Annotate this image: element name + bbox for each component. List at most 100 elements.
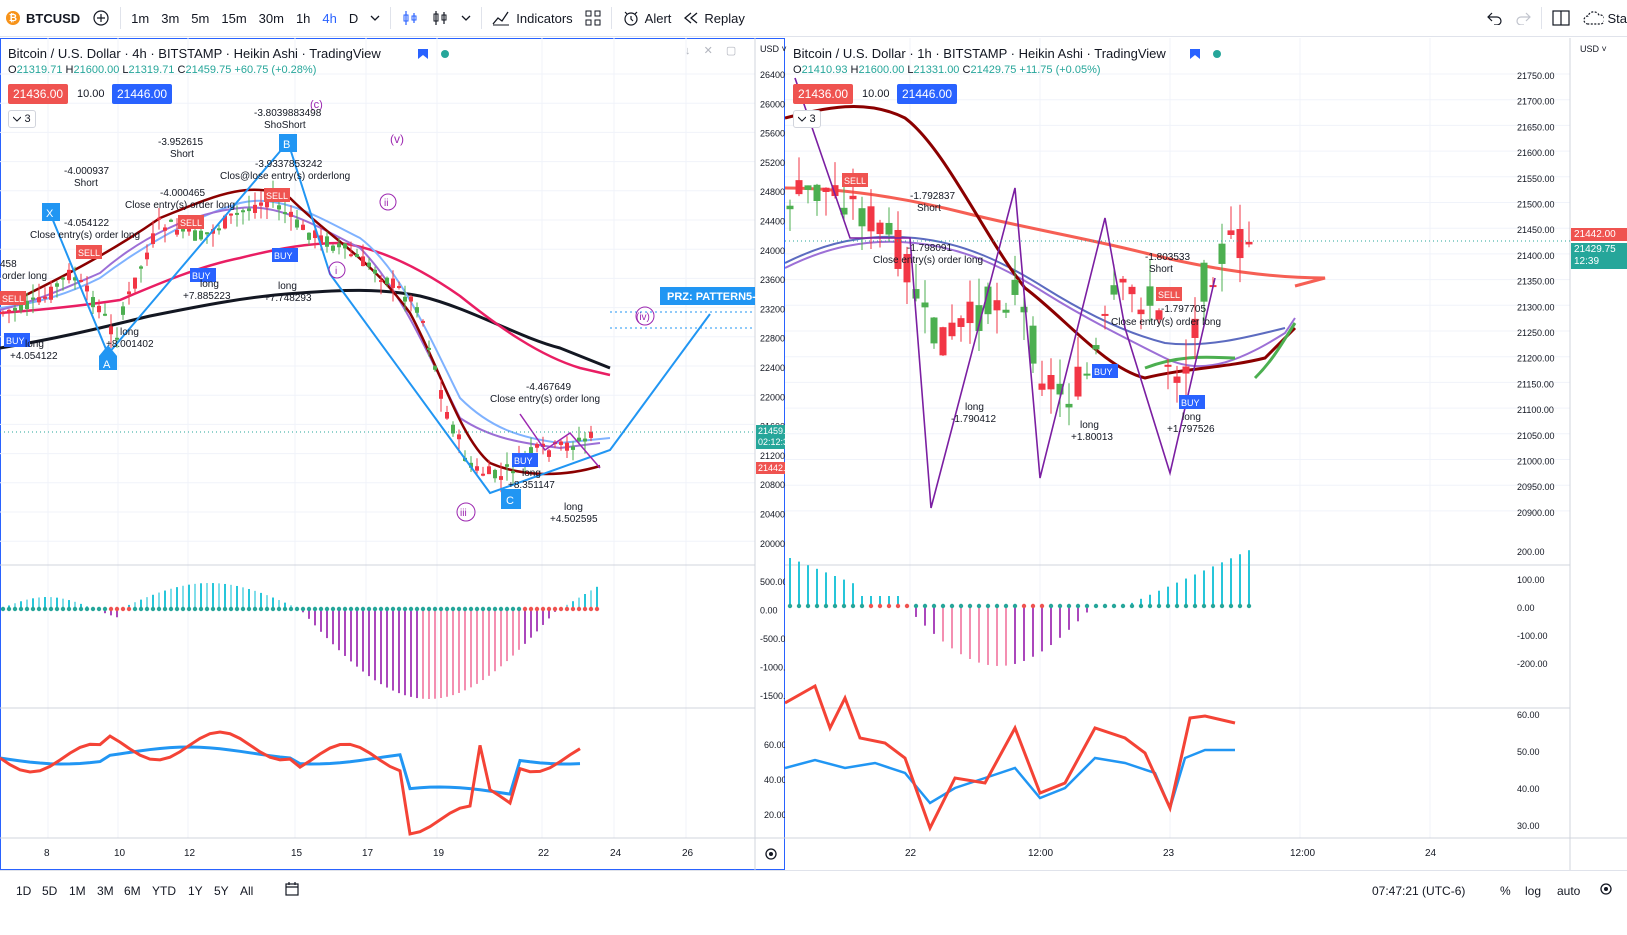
undo-icon[interactable] [1481,0,1509,37]
macd-signal-dot [570,606,576,612]
interval-d[interactable]: D [348,10,359,26]
right-last-price: 21429.75 [1574,244,1616,255]
candle [481,473,485,476]
bar-style-icon[interactable] [395,0,425,37]
left-chart-canvas[interactable]: PRZ: PATTERN5-0 1 X A B C (c) (v) ii i i… [0,38,785,870]
macd-signal-dot [114,606,120,612]
trade-annotation: order long [2,271,47,282]
clock-display[interactable]: 07:47:21 (UTC-6) [1372,884,1466,898]
macd-signal-dot [1057,603,1063,609]
macd-signal-dot [1174,603,1180,609]
interval-30m[interactable]: 30m [258,10,284,26]
cloud-save-button[interactable]: Sta [1576,0,1627,37]
chart-settings-gear-icon[interactable] [1598,881,1614,900]
trade-annotation: Short [1149,264,1173,275]
macd-signal-dot [949,603,955,609]
left-sell-price-button[interactable]: 21436.00 [8,84,69,104]
x-tick-label: 10 [114,848,126,859]
chart-type-dropdown-icon[interactable] [455,0,477,37]
x-tick-label: 22 [538,848,550,859]
close-pane-icon[interactable]: ✕ [703,45,713,57]
compare-add-icon[interactable] [86,0,116,37]
range-1d[interactable]: 1D [16,884,32,898]
candle [1218,243,1226,264]
macd-signal-dot [1192,603,1198,609]
range-6m[interactable]: 6M [124,884,141,898]
price-tick-label: 26000.00 [760,99,785,109]
range-1y[interactable]: 1Y [188,884,203,898]
left-collapse-indicators-button[interactable]: 3 [8,110,36,128]
interval-1m[interactable]: 1m [131,10,150,26]
right-buy-price-button[interactable]: 21446.00 [897,84,958,104]
candle [529,447,533,455]
candle [235,212,239,215]
macd-signal-dot [78,606,84,612]
replay-button[interactable]: Replay [677,0,750,37]
maximize-pane-icon[interactable]: ▢ [725,45,737,57]
gear-icon[interactable] [765,848,777,860]
scroll-down-icon[interactable]: ↓ [685,45,691,57]
price-tick-label: 20800.00 [760,480,785,490]
right-spread-value: 10.00 [862,88,890,100]
range-1m[interactable]: 1M [69,884,86,898]
macd-signal-dot [276,606,282,612]
interval-dropdown-icon[interactable] [364,0,386,37]
range-5d[interactable]: 5D [42,884,58,898]
right-sell-price-button[interactable]: 21436.00 [793,84,854,104]
pattern-point-x [42,203,60,221]
macd-tick-label: -100.00 [1517,631,1548,641]
redo-icon[interactable] [1509,0,1537,37]
sell-tag-label: SELL [2,294,24,304]
candle [1245,241,1253,245]
symbol-selector[interactable]: ₿ BTCUSD [0,0,86,37]
left-countdown: 02:12:39 [758,437,794,447]
macd-signal-dot [1120,603,1126,609]
auto-scale-toggle[interactable]: auto [1557,884,1581,898]
range-5y[interactable]: 5Y [214,884,229,898]
interval-15m[interactable]: 15m [221,10,247,26]
x-tick-label: 12 [184,848,196,859]
macd-signal-dot [967,603,973,609]
right-collapse-indicators-button[interactable]: 3 [793,110,821,128]
macd-signal-dot [588,606,594,612]
left-flag-icon [418,49,428,59]
candle [103,313,107,316]
candle [1029,325,1037,364]
indicators-button[interactable]: Indicators [486,0,578,37]
left-buy-price-button[interactable]: 21446.00 [112,84,173,104]
trade-annotation: long [1182,412,1201,423]
candle-style-icon[interactable] [425,0,455,37]
layout-split-icon[interactable] [1546,0,1576,37]
replay-label: Replay [704,10,745,26]
interval-1h[interactable]: 1h [295,10,311,26]
price-tick-label: 21100.00 [1517,405,1554,415]
buy-tag-label: BUY [274,251,293,261]
range-ytd[interactable]: YTD [152,884,176,898]
macd-signal-dot [564,606,570,612]
macd-signal-dot [913,603,919,609]
sell-tag-label: SELL [180,218,202,228]
alert-button[interactable]: Alert [616,0,678,37]
log-scale-toggle[interactable]: log [1525,884,1542,898]
goto-date-icon[interactable] [284,881,300,900]
candle [912,289,920,299]
macd-signal-dot [1183,603,1189,609]
right-currency-label[interactable]: USD ˅ [1580,44,1607,54]
interval-4h[interactable]: 4h [322,10,337,26]
buy-tag-label: BUY [192,271,211,281]
macd-tick-label: -200.00 [1517,659,1548,669]
percent-scale-toggle[interactable]: % [1500,884,1511,898]
price-tick-label: 24000.00 [760,246,785,256]
interval-5m[interactable]: 5m [191,10,210,26]
range-3m[interactable]: 3M [97,884,114,898]
candle [61,277,65,280]
macd-signal-dot [985,603,991,609]
range-all[interactable]: All [240,884,254,898]
macd-signal-dot [1138,603,1144,609]
interval-3m[interactable]: 3m [161,10,180,26]
left-currency-label[interactable]: USD ˅ [760,44,787,54]
layout-grid-icon[interactable] [579,0,607,37]
macd-signal-dot [504,606,510,612]
wave-label: (c) [310,99,323,111]
